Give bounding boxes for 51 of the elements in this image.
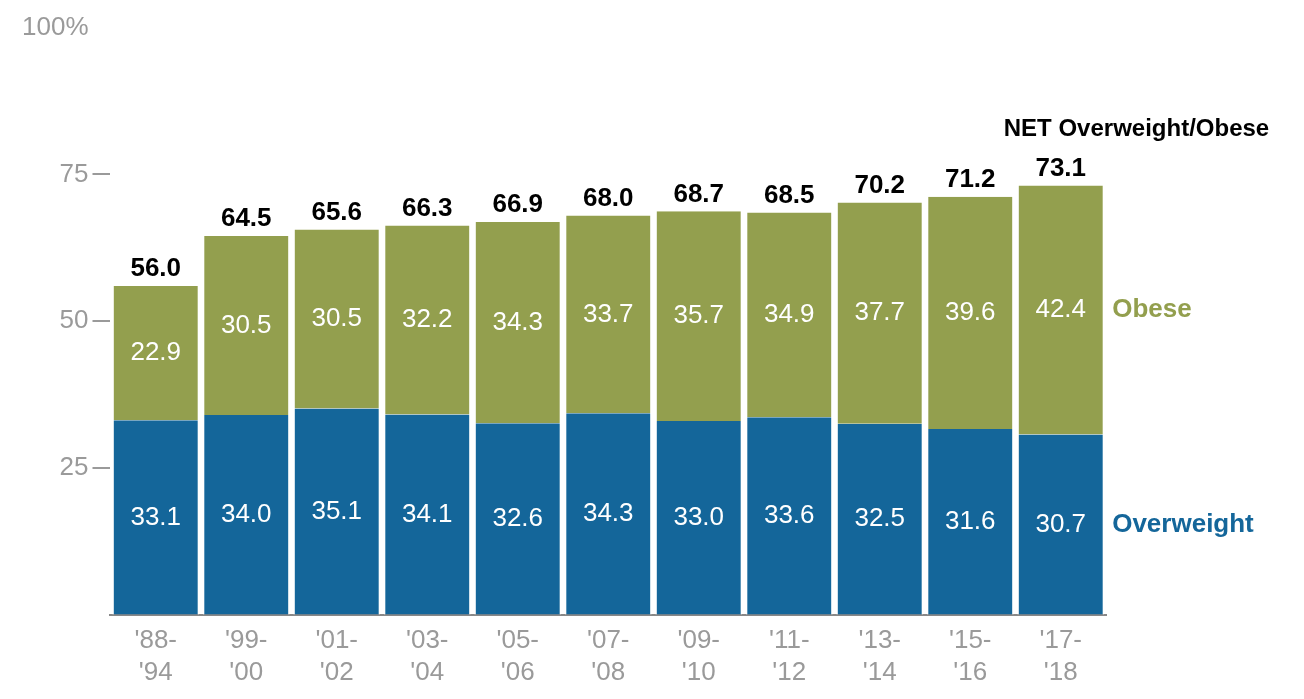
total-label: 66.9 bbox=[492, 188, 544, 219]
total-label: 68.7 bbox=[673, 177, 725, 208]
data-label: 33.6 bbox=[763, 499, 815, 530]
data-label: 35.7 bbox=[673, 299, 725, 330]
x-tick-label: '07-'08 bbox=[586, 624, 630, 686]
x-tick-label: '09-'10 bbox=[677, 624, 721, 686]
data-label: 32.6 bbox=[492, 502, 544, 533]
total-label: 65.6 bbox=[311, 195, 363, 226]
total-label: 68.0 bbox=[582, 181, 634, 212]
data-label: 34.0 bbox=[220, 497, 272, 528]
x-tick-label: '88-'94 bbox=[134, 624, 178, 686]
x-tick-label: '99-'00 bbox=[224, 624, 268, 686]
annotation: NET Overweight/Obese bbox=[1003, 114, 1270, 142]
x-tick-label: '03-'04 bbox=[405, 624, 449, 686]
data-label: 35.1 bbox=[311, 494, 363, 525]
data-label: 33.1 bbox=[130, 500, 182, 531]
data-label: 32.5 bbox=[854, 502, 906, 533]
data-label: 33.7 bbox=[582, 297, 634, 328]
data-label: 32.2 bbox=[401, 303, 453, 334]
y-tick-label: 75 bbox=[59, 157, 89, 188]
data-label: 39.6 bbox=[944, 296, 996, 327]
data-label: 30.5 bbox=[220, 308, 272, 339]
data-label: 33.0 bbox=[673, 500, 725, 531]
data-label: 34.9 bbox=[763, 298, 815, 329]
x-tick-label: '13-'14 bbox=[858, 624, 902, 686]
series-label: Obese bbox=[1112, 293, 1192, 324]
series-label: Overweight bbox=[1112, 507, 1255, 538]
data-label: 34.1 bbox=[401, 497, 453, 528]
total-label: 71.2 bbox=[944, 162, 996, 193]
total-label: 70.2 bbox=[854, 168, 906, 199]
x-tick-label: '11-'12 bbox=[768, 624, 810, 686]
data-label: 30.5 bbox=[311, 302, 363, 333]
data-label: 42.4 bbox=[1035, 293, 1087, 324]
x-tick-label: '15-'16 bbox=[948, 624, 992, 686]
total-label: 73.1 bbox=[1035, 151, 1087, 182]
total-label: 56.0 bbox=[130, 252, 182, 283]
data-label: 22.9 bbox=[130, 336, 182, 367]
data-label: 30.7 bbox=[1035, 507, 1087, 538]
data-label: 34.3 bbox=[492, 305, 544, 336]
y-tick-label: 100% bbox=[22, 10, 89, 41]
total-label: 64.5 bbox=[220, 202, 272, 233]
data-label: 34.3 bbox=[582, 497, 634, 528]
data-label: 37.7 bbox=[854, 296, 906, 327]
x-tick-label: '05-'06 bbox=[496, 624, 540, 686]
data-label: 31.6 bbox=[944, 505, 996, 536]
total-label: 66.3 bbox=[401, 191, 453, 222]
y-tick-label: 50 bbox=[59, 304, 89, 335]
x-tick-label: '01-'02 bbox=[315, 624, 359, 686]
total-label: 68.5 bbox=[763, 178, 815, 209]
x-tick-label: '17-'18 bbox=[1039, 624, 1083, 686]
y-tick-label: 25 bbox=[59, 451, 89, 482]
